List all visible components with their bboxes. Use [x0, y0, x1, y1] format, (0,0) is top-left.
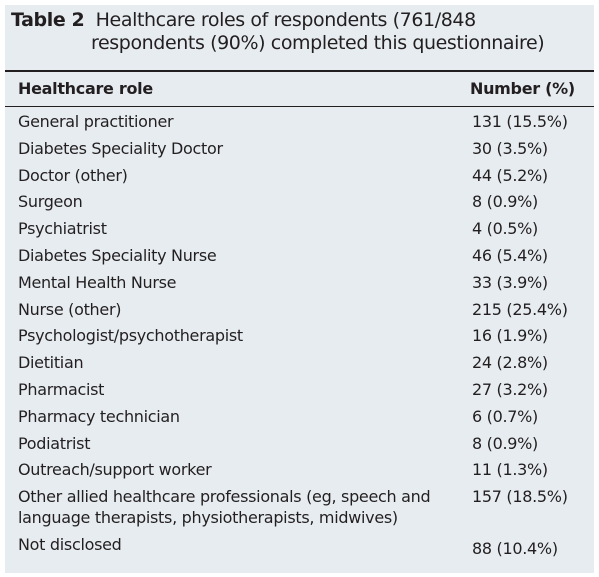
table-row: Podiatrist 8 (0.9%) [5, 433, 594, 460]
header-healthcare-role: Healthcare role [18, 79, 153, 98]
role-cell: Mental Health Nurse [18, 272, 177, 292]
table-row: Doctor (other) 44 (5.2%) [5, 165, 594, 192]
role-cell: Podiatrist [18, 433, 91, 453]
top-rule [5, 70, 594, 72]
role-cell: Other allied healthcare professionals (e… [18, 487, 431, 528]
caption-text-block: Table 2 Healthcare roles of respondents … [11, 9, 581, 55]
caption-title: Healthcare roles of respondents (761/848… [91, 9, 545, 54]
number-cell: 44 (5.2%) [472, 165, 548, 185]
table-body: General practitioner 131 (15.5%) Diabete… [5, 111, 594, 561]
number-cell: 33 (3.9%) [472, 272, 548, 292]
header-rule [5, 106, 594, 107]
table-header-row: Healthcare role Number (%) [5, 72, 594, 105]
number-cell: 8 (0.9%) [472, 433, 538, 453]
role-cell: Not disclosed [18, 535, 122, 555]
number-cell: 27 (3.2%) [472, 379, 548, 399]
number-cell: 4 (0.5%) [472, 219, 538, 239]
table-row: Not disclosed 88 (10.4%) [5, 534, 594, 561]
table-container [5, 5, 594, 573]
table-row: Nurse (other) 215 (25.4%) [5, 299, 594, 326]
role-cell: Psychiatrist [18, 219, 107, 239]
table-row: Psychiatrist 4 (0.5%) [5, 218, 594, 245]
role-cell: Outreach/support worker [18, 460, 212, 480]
number-cell: 24 (2.8%) [472, 353, 548, 373]
table-row: General practitioner 131 (15.5%) [5, 111, 594, 138]
table-row: Diabetes Speciality Nurse 46 (5.4%) [5, 245, 594, 272]
number-cell: 6 (0.7%) [472, 406, 538, 426]
number-cell: 131 (15.5%) [472, 112, 568, 131]
table-caption: Table 2 Healthcare roles of respondents … [11, 9, 581, 55]
table-row: Surgeon 8 (0.9%) [5, 191, 594, 218]
number-cell: 46 (5.4%) [472, 245, 548, 265]
number-cell: 16 (1.9%) [472, 326, 548, 346]
number-cell: 157 (18.5%) [472, 487, 568, 507]
number-cell: 88 (10.4%) [472, 539, 558, 559]
role-cell: Psychologist/psychotherapist [18, 326, 243, 346]
number-cell: 11 (1.3%) [472, 460, 548, 480]
table-row: Outreach/support worker 11 (1.3%) [5, 459, 594, 486]
caption-label: Table 2 [11, 9, 85, 31]
table-row: Psychologist/psychotherapist 16 (1.9%) [5, 325, 594, 352]
table-row: Dietitian 24 (2.8%) [5, 352, 594, 379]
header-number: Number (%) [470, 79, 575, 98]
number-cell: 30 (3.5%) [472, 138, 548, 158]
number-cell: 8 (0.9%) [472, 192, 538, 212]
role-cell: Dietitian [18, 353, 84, 373]
table-row: Pharmacy technician 6 (0.7%) [5, 406, 594, 433]
role-cell: Pharmacist [18, 379, 105, 399]
role-cell: Surgeon [18, 192, 83, 212]
role-cell: Diabetes Speciality Doctor [18, 138, 223, 158]
role-cell: Nurse (other) [18, 299, 122, 319]
number-cell: 215 (25.4%) [472, 299, 568, 319]
role-cell: General practitioner [18, 112, 174, 131]
role-cell: Diabetes Speciality Nurse [18, 245, 217, 265]
table-row: Mental Health Nurse 33 (3.9%) [5, 272, 594, 299]
table-row: Pharmacist 27 (3.2%) [5, 379, 594, 406]
role-cell: Doctor (other) [18, 165, 128, 185]
role-cell: Pharmacy technician [18, 406, 180, 426]
table-row: Diabetes Speciality Doctor 30 (3.5%) [5, 138, 594, 165]
table-row: Other allied healthcare professionals (e… [5, 486, 594, 534]
